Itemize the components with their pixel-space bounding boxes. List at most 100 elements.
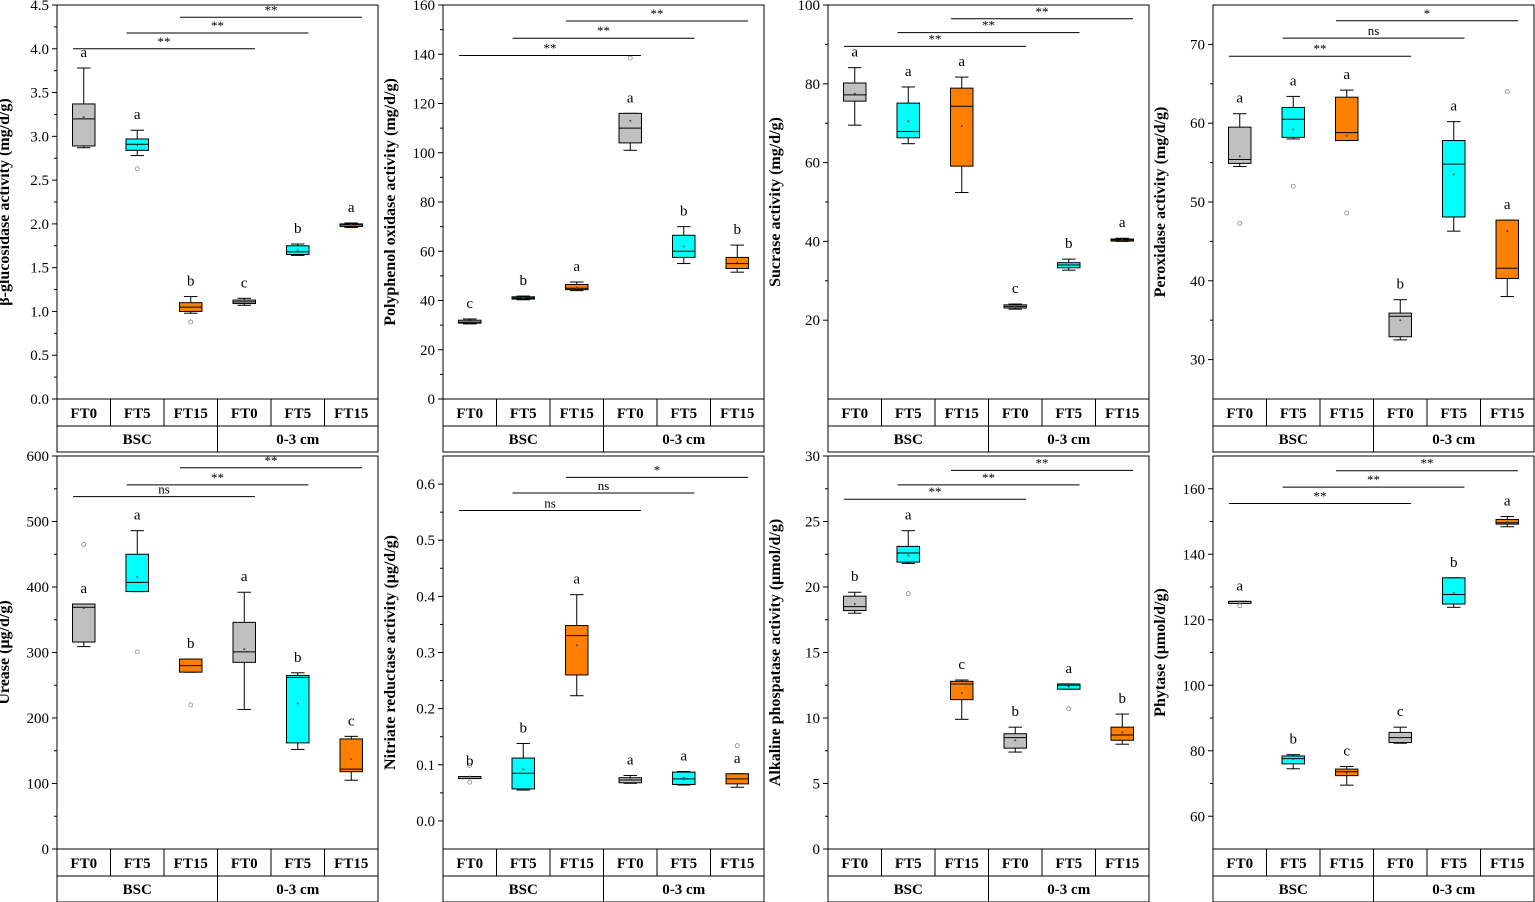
mean-marker [1238,600,1241,603]
box-4: a [1442,99,1466,232]
mean-marker [575,286,578,289]
mean-marker [1506,230,1509,233]
group-label: BSC [123,882,152,898]
significance-letter: a [851,45,858,61]
box-5: c [339,713,363,781]
category-label: FT0 [1226,406,1253,422]
outlier-point [467,779,473,785]
y-tick-label: 50 [1190,195,1205,211]
category-label: FT0 [841,406,868,422]
plot-frame [1212,4,1535,400]
comparison-label: ** [982,18,995,33]
outlier-point [1290,183,1296,189]
y-tick-label: 80 [420,195,435,211]
iqr-box [1335,96,1359,142]
group-label: 0-3 cm [1432,432,1475,448]
plot-frame [827,455,1150,850]
box-4: a [1057,661,1081,712]
significance-letter: b [294,650,302,666]
category-label: FT5 [1440,406,1467,422]
category-label: FT0 [456,406,483,422]
box-5: a [339,200,363,228]
iqr-box [1228,126,1252,164]
category-label: FT0 [456,856,483,872]
y-tick-label: 4.0 [30,42,49,58]
box-3: b [1003,704,1027,753]
box-5: a [1110,215,1134,242]
category-label: FT15 [560,406,594,422]
comparison-label: ** [651,6,664,21]
box-4: b [286,650,310,750]
category-label: FT15 [720,856,754,872]
y-tick-label: 70 [1190,37,1205,53]
significance-letter: b [734,222,742,238]
outlier-point [134,649,140,655]
y-tick-label: 30 [805,449,820,465]
category-label: FT0 [1387,856,1414,872]
category-label: FT15 [1490,406,1524,422]
comparison-label: ns [598,478,610,493]
significance-letter: a [348,200,355,216]
mean-marker [468,775,471,778]
comparison-label: ** [1421,456,1434,471]
y-axis-label: Peroxidase activity (mg/d/g) [1152,107,1169,298]
y-tick-label: 40 [420,294,435,310]
mean-marker [82,606,85,609]
box-5: a [725,743,749,788]
category-label: FT15 [720,406,754,422]
significance-letter: a [1236,578,1243,594]
box-5: a [1495,89,1519,298]
comparison-label: ns [158,482,170,497]
plot-frame [827,4,1150,400]
y-tick-label: 60 [1190,116,1205,132]
group-label: BSC [894,882,923,898]
significance-letter: a [1504,494,1511,510]
mean-marker [1345,134,1348,137]
significance-letter: a [134,107,141,123]
box-4: b [286,221,310,256]
y-tick-label: 4.5 [30,0,49,14]
comparison-label: ns [1368,23,1380,38]
y-tick-label: 2.5 [30,173,49,189]
chart-panel-p5: 0 100 200 300 400 500 600 Urease (μg/d/g) FT0 FT5… [0,449,379,902]
box-2: c [1335,743,1359,786]
iqr-box [896,545,920,563]
y-tick-label: 100 [27,777,50,793]
category-label: FT5 [895,406,922,422]
category-label: FT5 [670,406,697,422]
mean-marker [243,300,246,303]
iqr-box [72,603,96,643]
mean-marker [1067,685,1070,688]
mean-marker [960,692,963,695]
outlier-point [627,55,633,61]
y-tick-label: 0 [813,842,821,858]
y-tick-label: 0.5 [416,533,435,549]
significance-letter: b [1065,236,1073,252]
iqr-box [1281,106,1305,138]
mean-marker [1014,305,1017,308]
y-tick-label: 500 [27,515,50,531]
mean-marker [1345,772,1348,775]
y-tick-label: 3.0 [30,129,49,145]
group-label: BSC [1279,882,1308,898]
plot-frame [442,4,765,400]
y-tick-label: 60 [1190,809,1205,825]
y-tick-label: 5 [813,777,821,793]
significance-letter: b [1397,277,1405,293]
category-label: FT5 [1280,856,1307,872]
category-label: FT0 [1226,856,1253,872]
comparison-label: ** [265,2,278,17]
significance-letter: b [187,636,195,652]
group-label: BSC [894,432,923,448]
mean-marker [468,320,471,323]
mean-marker [575,644,578,647]
chart-panel-p3: 20 40 60 80 100 Sucrase activity (mg/d/g) FT0 F… [767,0,1150,453]
significance-letter: c [241,275,248,291]
box-0: a [1228,91,1252,226]
box-3: a [618,55,642,151]
y-tick-label: 60 [805,156,820,172]
group-label: 0-3 cm [1047,882,1090,898]
group-label: 0-3 cm [1047,432,1090,448]
outlier-point [81,542,87,547]
significance-letter: b [680,204,688,220]
